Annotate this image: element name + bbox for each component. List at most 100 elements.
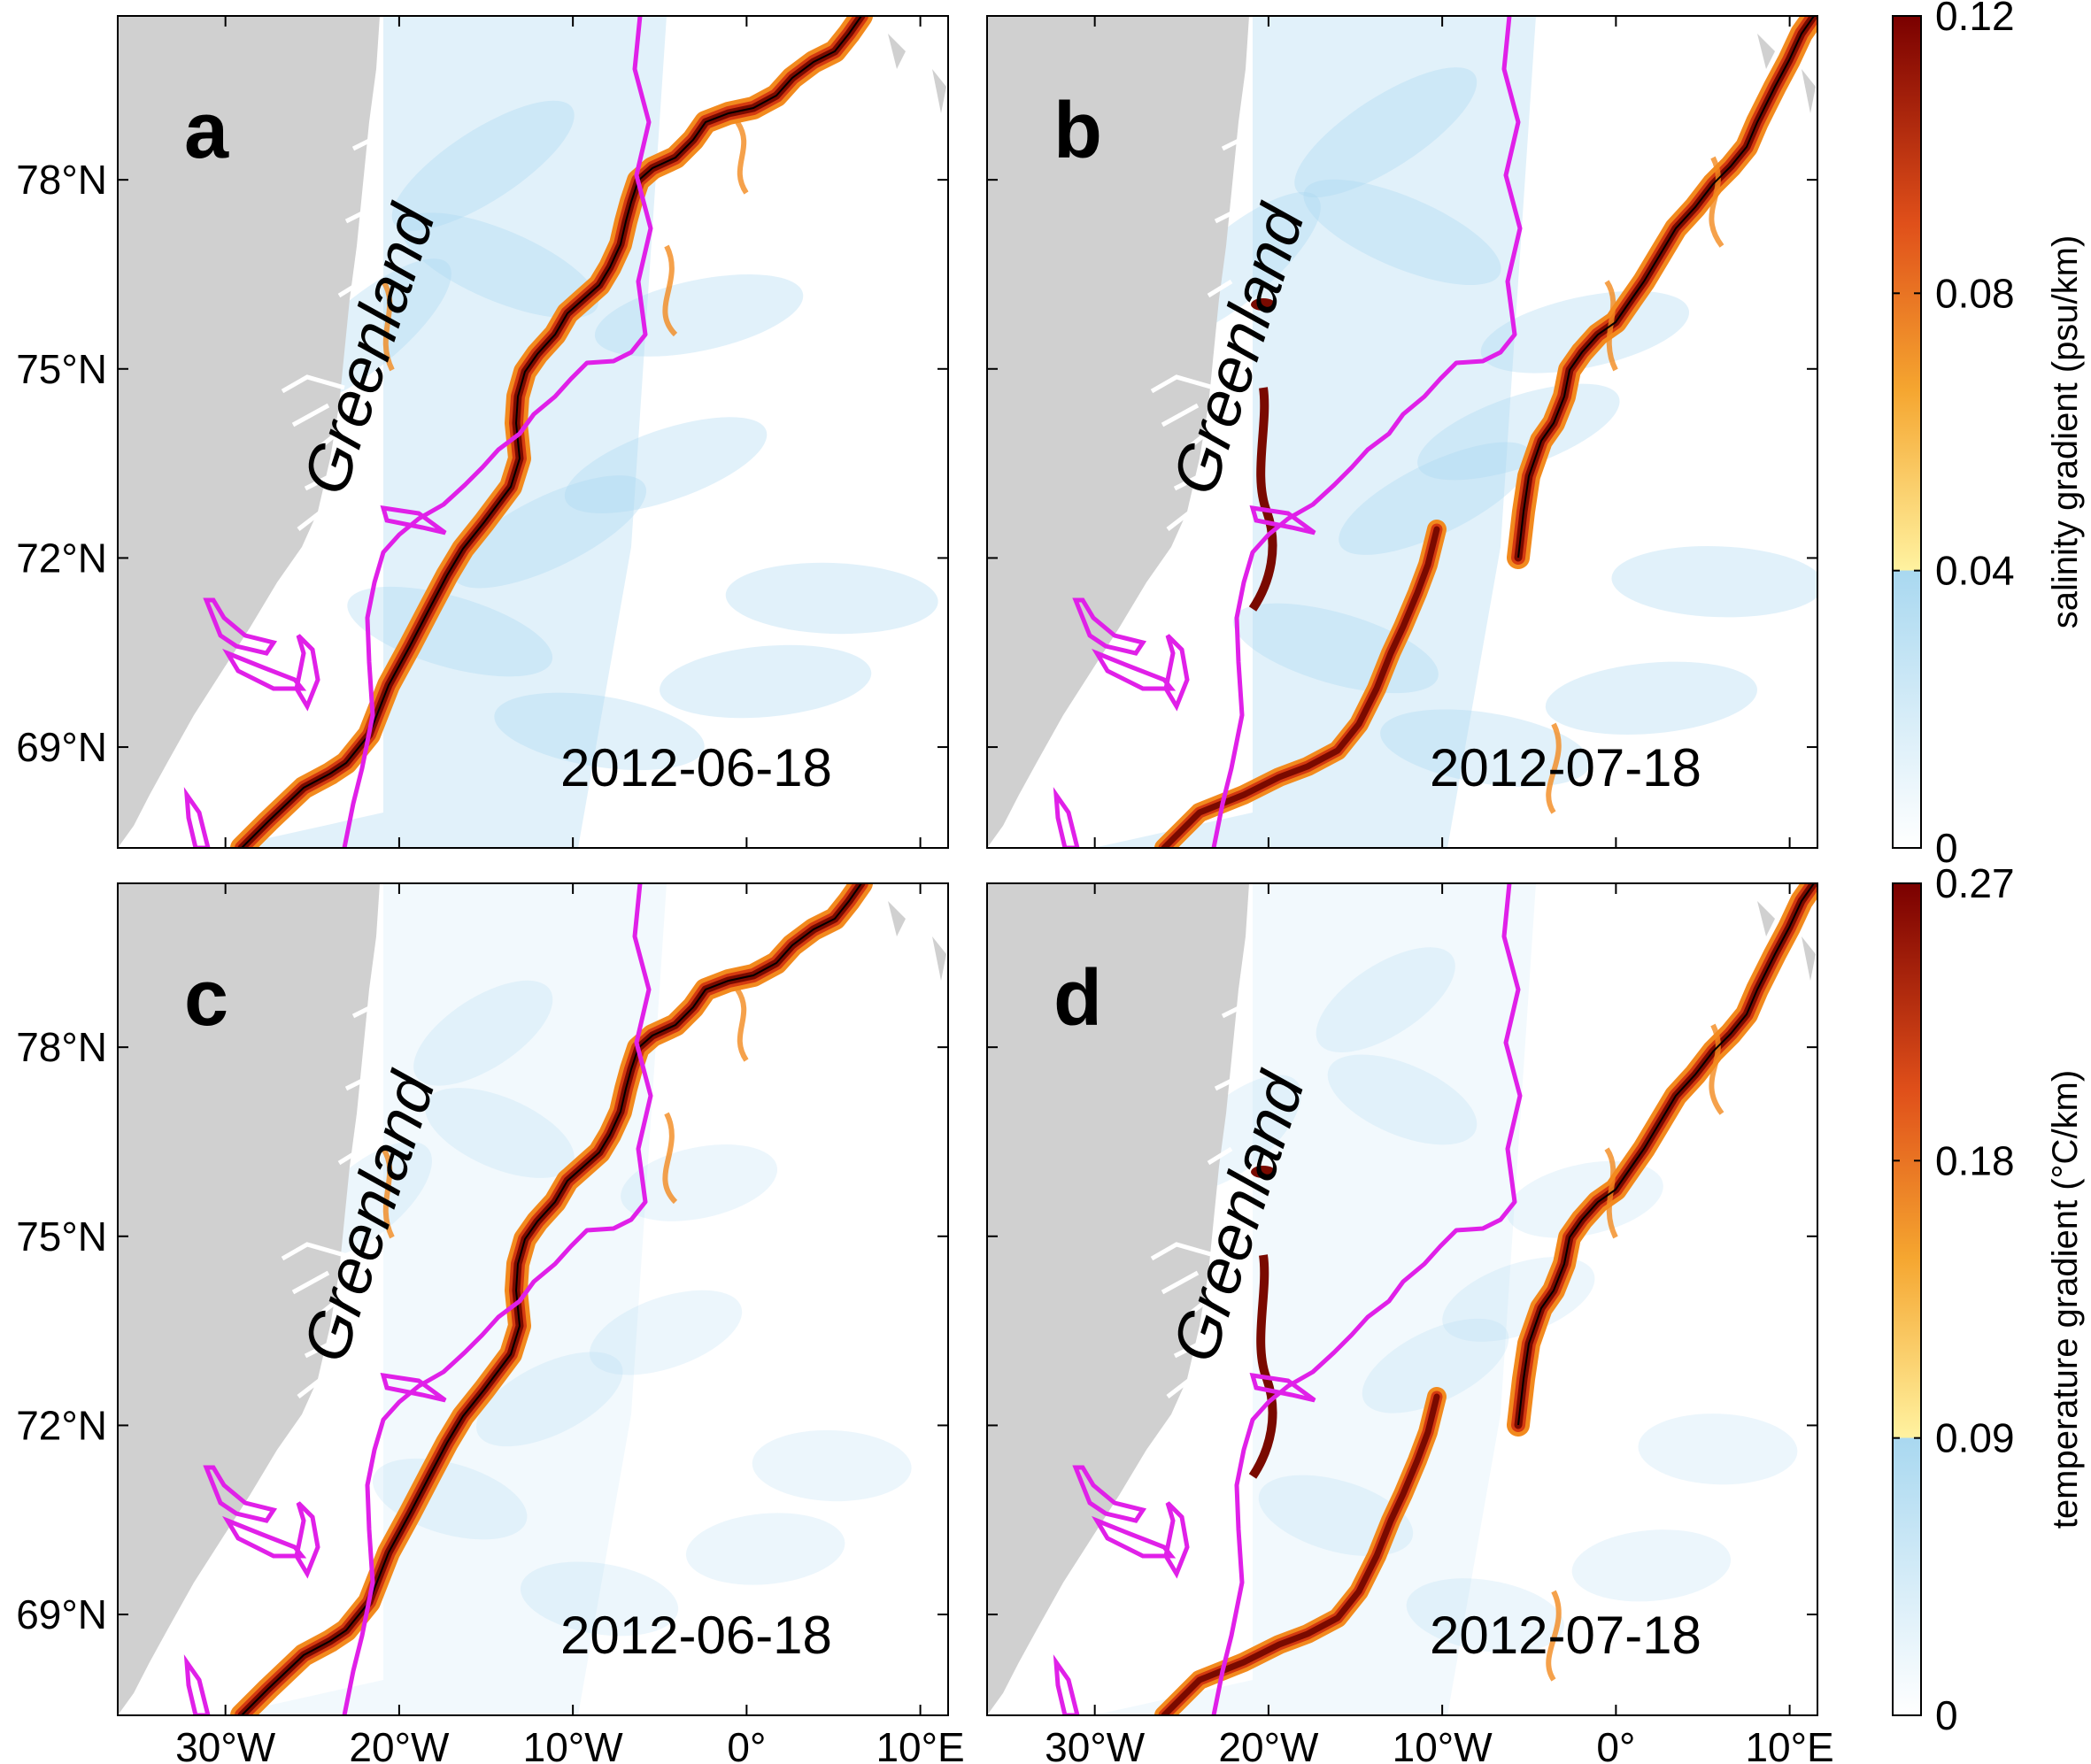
svalbard-land xyxy=(1757,34,1816,113)
greenland-land xyxy=(987,883,1249,1715)
front-filament xyxy=(1546,722,1562,814)
low-gradient-patch xyxy=(1611,546,1817,618)
low-gradient-patch xyxy=(520,1561,679,1637)
low-gradient-patch xyxy=(452,475,647,589)
low-gradient-patch xyxy=(1316,947,1455,1052)
ice-edge-fjord xyxy=(183,787,211,848)
fjord xyxy=(1207,137,1242,298)
ice-edge-fjord xyxy=(1053,1654,1080,1715)
low-gradient-patch xyxy=(1339,442,1532,555)
low-gradient-patch xyxy=(725,562,938,635)
x-tick-label: 30°W xyxy=(1045,1724,1146,1764)
panel-label: d xyxy=(1053,954,1102,1043)
colorbar-tick-label: 0.18 xyxy=(1935,1137,2015,1183)
contour-line xyxy=(1517,16,1815,558)
colorbar-tick-label: 0.27 xyxy=(1935,860,2015,906)
ice-edge-line xyxy=(1211,883,1523,1715)
panel-date: 2012-06-18 xyxy=(560,1606,832,1665)
front-filament xyxy=(662,244,678,337)
greenland-land xyxy=(987,16,1249,848)
low-gradient-patch xyxy=(494,692,705,771)
panel-frame xyxy=(117,15,949,849)
ice-edge-line xyxy=(342,883,653,1715)
svalbard-land xyxy=(1757,901,1816,981)
low-gradient-patch xyxy=(660,644,872,719)
coastal-gradient-band xyxy=(1093,883,1536,1715)
fjord xyxy=(337,137,373,298)
fjord xyxy=(337,1005,373,1166)
contour-line xyxy=(241,16,862,848)
low-gradient-patch xyxy=(1571,1529,1732,1602)
ice-edge-fjord xyxy=(1249,505,1316,535)
panel-date: 2012-07-18 xyxy=(1430,1606,1701,1665)
panel-date: 2012-07-18 xyxy=(1430,738,1701,797)
front-filament xyxy=(1709,1023,1724,1115)
y-tick-label: 75°N xyxy=(16,1213,107,1259)
ice-edge-fjord xyxy=(1072,597,1190,712)
svalbard-land xyxy=(888,34,946,113)
svalbard-land xyxy=(888,901,946,981)
coastal-gradient-band xyxy=(1093,16,1536,848)
low-gradient-patch xyxy=(564,417,768,513)
x-tick-label: 10°E xyxy=(876,1724,964,1764)
ice-edge-line xyxy=(1211,16,1523,848)
low-gradient-patch xyxy=(752,1429,912,1502)
fjord xyxy=(1166,474,1201,531)
panel-frame xyxy=(117,882,949,1716)
greenland-land xyxy=(118,16,380,848)
ice-edge-fjord xyxy=(203,1465,320,1579)
front-filament xyxy=(1604,280,1618,372)
x-tick-label: 30°W xyxy=(175,1724,276,1764)
front-filament xyxy=(735,988,749,1062)
colorbar-tick-label: 0 xyxy=(1935,1692,1958,1738)
low-gradient-patch xyxy=(400,212,599,319)
low-gradient-patch xyxy=(685,1513,845,1585)
x-tick-label: 10°E xyxy=(1745,1724,1833,1764)
contour-line xyxy=(1517,883,1815,1426)
fjord xyxy=(1166,1341,1201,1398)
x-tick-label: 10°W xyxy=(1393,1724,1493,1764)
front-spot xyxy=(1251,298,1276,311)
front-filament xyxy=(735,120,749,195)
colorbar-tick-label: 0 xyxy=(1935,825,1958,871)
low-gradient-patch xyxy=(1406,1578,1564,1653)
fjord xyxy=(281,374,345,453)
colorbar-label: temperature gradient (°C/km) xyxy=(2046,1070,2085,1529)
x-tick-label: 0° xyxy=(727,1724,766,1764)
ice-edge-line xyxy=(342,16,653,848)
x-tick-label: 20°W xyxy=(349,1724,450,1764)
ice-edge-fjord xyxy=(203,597,320,712)
coastal-gradient-band xyxy=(224,16,667,848)
colorbar-temperature: 0 0.09 0.18 0.27 temperature gradient (°C/km… xyxy=(1892,860,2085,1738)
low-gradient-patch xyxy=(413,980,553,1086)
y-tick-label: 75°N xyxy=(16,346,107,392)
front-filament xyxy=(381,1147,395,1239)
low-gradient-patch xyxy=(425,1088,575,1178)
y-tick-label: 72°N xyxy=(16,1402,107,1448)
colorbar-tick-label: 0.04 xyxy=(1935,548,2015,594)
fjord xyxy=(1207,1005,1242,1166)
front-filament xyxy=(1604,1147,1618,1239)
gradient-front-secondary xyxy=(1161,526,1440,848)
y-tick-label: 78°N xyxy=(16,157,107,203)
low-gradient-patch xyxy=(475,1352,623,1447)
low-gradient-patch xyxy=(1303,179,1501,286)
y-tick-label: 69°N xyxy=(16,1591,107,1637)
x-tick-label: 20°W xyxy=(1218,1724,1319,1764)
coastal-gradient-band xyxy=(224,883,667,1715)
low-gradient-patch xyxy=(1380,709,1591,787)
y-tick-label: 72°N xyxy=(16,535,107,581)
contour-line xyxy=(241,883,862,1715)
ice-edge-fjord xyxy=(380,505,447,535)
low-gradient-patch xyxy=(1638,1414,1798,1485)
front-filament xyxy=(662,1112,678,1205)
front-filament xyxy=(381,280,395,372)
colorbar-tick-label: 0.08 xyxy=(1935,270,2015,316)
front-filament xyxy=(1709,156,1724,248)
colorbar-tick-label: 0.09 xyxy=(1935,1415,2015,1461)
low-gradient-patch xyxy=(1545,661,1757,735)
